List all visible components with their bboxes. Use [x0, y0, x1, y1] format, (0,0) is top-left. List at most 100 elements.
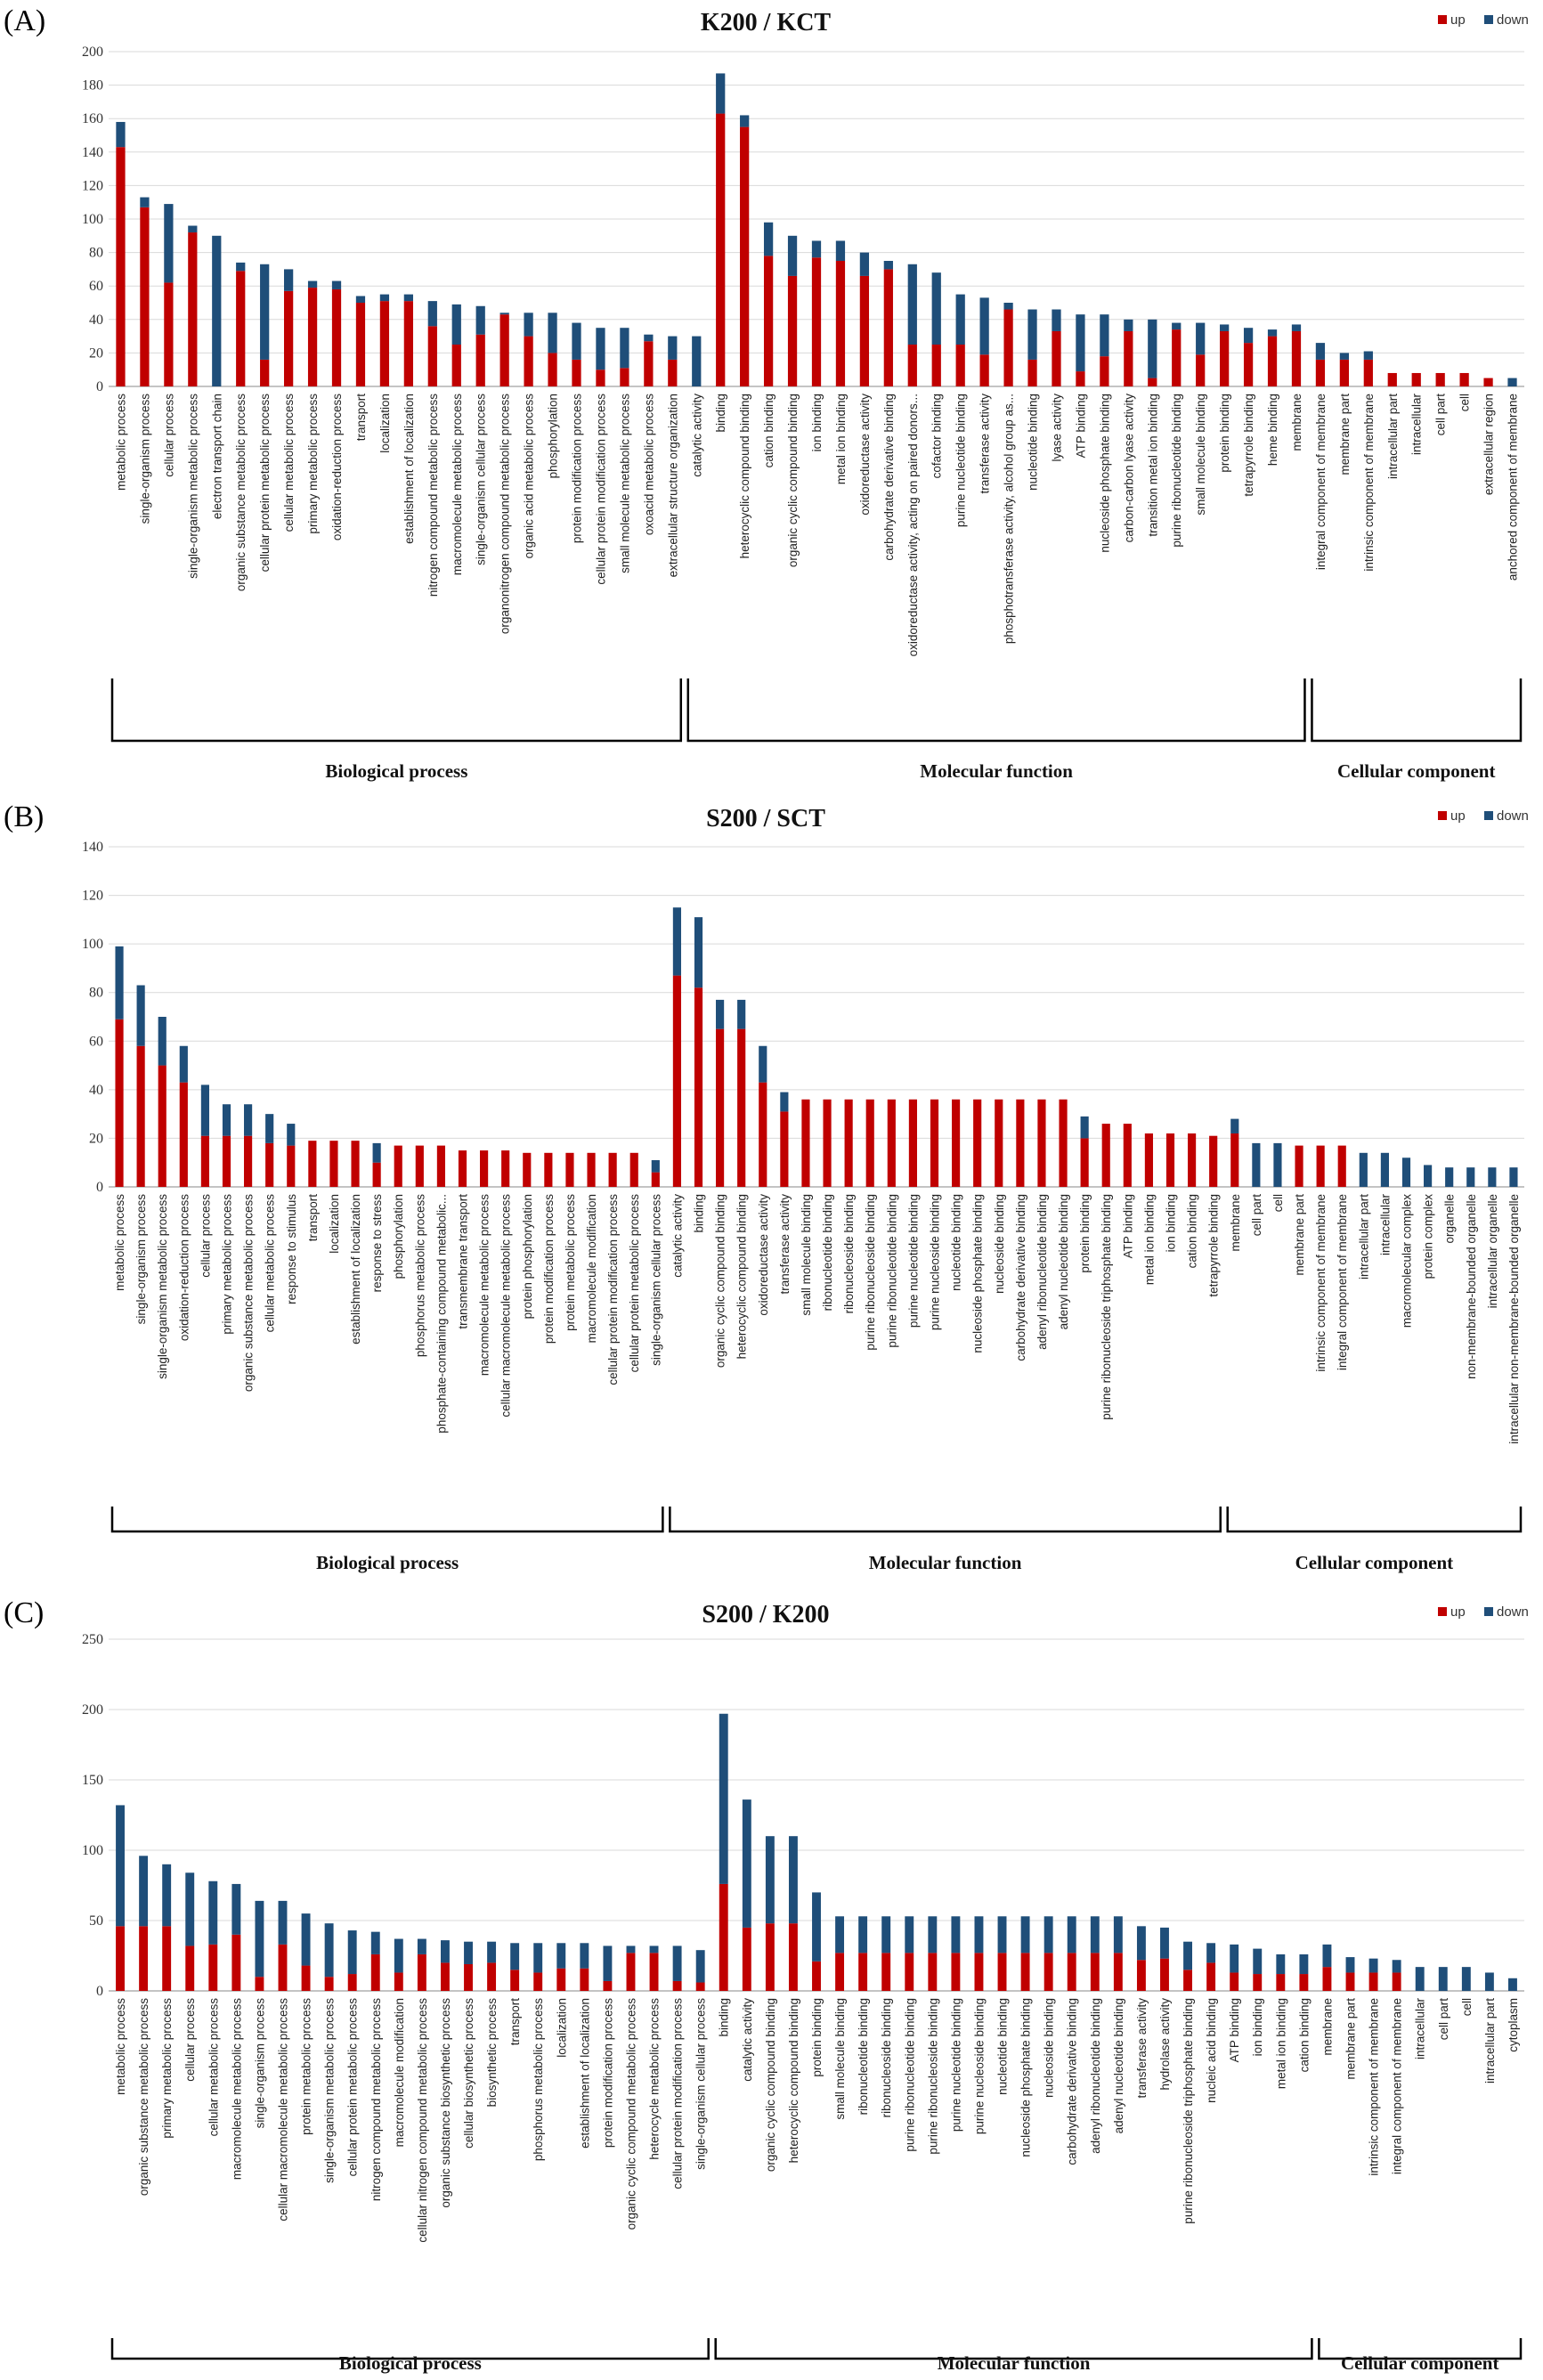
x-tick-label: nucleotide binding — [996, 1998, 1010, 2095]
bar-down-12 — [394, 1938, 403, 1973]
bar-up-34 — [844, 1099, 853, 1187]
bar-up-2 — [158, 1065, 166, 1187]
bar-down-52 — [1322, 1944, 1332, 1968]
bar-down-23 — [649, 1945, 659, 1954]
x-tick-label: purine ribonucleotide binding — [885, 1194, 898, 1348]
bar-up-30 — [759, 1082, 767, 1187]
bar-down-46 — [1220, 324, 1230, 331]
x-tick-label: ATP binding — [1228, 1998, 1241, 2062]
bar-up-27 — [694, 987, 703, 1187]
x-tick-label: cellular protein modification process — [606, 1194, 620, 1385]
x-tick-label: primary metabolic process — [160, 1998, 174, 2139]
bar-down-24 — [692, 336, 702, 386]
x-tick-label: cellular process — [183, 1998, 197, 2082]
bar-up-13 — [394, 1145, 402, 1187]
bar-down-10 — [355, 296, 366, 303]
bar-up-23 — [608, 1152, 617, 1187]
bar-down-28 — [765, 1836, 775, 1924]
x-tick-label: carbon-carbon lyase activity — [1122, 394, 1135, 543]
bar-up-29 — [788, 1923, 798, 1991]
legend-label-down: down — [1497, 1604, 1529, 1620]
bar-up-34 — [905, 1953, 914, 1991]
x-tick-label: protein modification process — [601, 1998, 614, 2148]
bar-up-24 — [629, 1152, 638, 1187]
x-tick-label: cellular macromolecule metabolic process — [499, 1194, 513, 1417]
bar-up-49 — [1291, 330, 1302, 386]
bar-down-52 — [1230, 1118, 1239, 1133]
bar-up-39 — [1020, 1953, 1030, 1991]
bar-down-27 — [742, 1799, 751, 1928]
bar-up-31 — [859, 275, 870, 386]
y-tick-label: 60 — [89, 1034, 103, 1049]
x-tick-label: metal ion binding — [1274, 1998, 1287, 2089]
x-tick-label: cellular nitrogen compound metabolic pro… — [416, 1998, 429, 2243]
x-tick-label: macromolecule metabolic process — [478, 1194, 491, 1376]
group-bracket-2 — [1226, 1507, 1523, 1533]
x-tick-label: membrane part — [1344, 1998, 1358, 2080]
bar-down-30 — [812, 1892, 821, 1962]
x-tick-label: carbohydrate derivative binding — [882, 394, 896, 561]
y-tick-label: 80 — [89, 986, 103, 1001]
bar-down-57 — [1438, 1967, 1448, 1991]
bar-down-48 — [1230, 1944, 1239, 1973]
bar-up-17 — [524, 336, 533, 386]
x-tick-label: protein metabolic process — [300, 1998, 313, 2135]
x-tick-label: single-organism metabolic process — [156, 1194, 169, 1379]
y-tick-label: 100 — [82, 212, 103, 227]
bar-up-36 — [979, 354, 989, 386]
x-tick-label: organic cyclic compound binding — [714, 1194, 727, 1368]
x-tick-label: small molecule metabolic process — [618, 394, 631, 573]
x-tick-label: purine ribonucleotide binding — [1170, 394, 1183, 548]
legend-swatch-up — [1438, 811, 1447, 820]
bar-down-19 — [556, 1943, 566, 1969]
x-tick-label: metal ion binding — [1142, 1194, 1156, 1285]
x-tick-label: intracellular — [1410, 393, 1424, 455]
y-tick-label: 40 — [89, 1083, 103, 1098]
bar-down-8 — [301, 1913, 311, 1966]
bar-up-2 — [162, 1926, 172, 1991]
x-tick-label: macromolecular complex — [1401, 1194, 1414, 1328]
x-tick-label: single-organism process — [134, 1194, 148, 1325]
bar-up-41 — [1067, 1953, 1076, 1991]
x-tick-label: catalytic activity — [670, 1194, 684, 1278]
bar-down-22 — [644, 334, 654, 342]
panel-label: (C) — [4, 1596, 44, 1629]
x-tick-label: hydrolase activity — [1158, 1998, 1172, 2091]
bar-up-48 — [1144, 1133, 1153, 1187]
y-tick-label: 0 — [96, 379, 103, 394]
bar-down-8 — [287, 1124, 296, 1146]
bar-down-39 — [1020, 1916, 1030, 1954]
bar-up-6 — [255, 1977, 264, 1991]
x-tick-label: cation binding — [762, 394, 776, 467]
bar-up-11 — [351, 1141, 360, 1187]
bar-up-32 — [858, 1953, 868, 1991]
bar-down-25 — [651, 1159, 660, 1173]
bar-up-52 — [1363, 359, 1373, 386]
x-tick-label: single-organism metabolic process — [186, 394, 199, 579]
y-tick-label: 20 — [89, 345, 103, 361]
x-tick-label: intracellular organelle — [1486, 1194, 1499, 1308]
x-tick-label: cation binding — [1186, 1194, 1199, 1268]
x-tick-label: biosynthetic process — [485, 1998, 499, 2108]
x-tick-label: macromolecule modification — [393, 1998, 406, 2147]
bar-down-8 — [307, 280, 318, 288]
bar-up-25 — [695, 1982, 705, 1991]
bar-down-37 — [974, 1916, 984, 1954]
x-tick-label: transport — [508, 1998, 522, 2046]
x-tick-label: metabolic process — [114, 394, 127, 491]
bar-up-50 — [1315, 359, 1326, 386]
x-tick-label: membrane part — [1338, 394, 1352, 475]
x-tick-label: binding — [693, 1194, 706, 1233]
chart-panel-0: (A) K200 / KCT up down 0 20 40 60 80 100 120 140 160… — [4, 4, 1529, 782]
bar-up-1 — [136, 1045, 145, 1187]
bar-down-64 — [1488, 1167, 1497, 1187]
x-tick-label: purine nucleotide binding — [949, 1998, 962, 2132]
x-tick-label: purine ribonucleotide binding — [903, 1998, 916, 2152]
x-tick-label: nitrogen compound metabolic process — [370, 1998, 383, 2201]
bar-up-6 — [244, 1135, 253, 1187]
bar-down-41 — [1100, 314, 1109, 357]
x-tick-label: single-organism cellular process — [475, 394, 488, 565]
bar-up-49 — [1165, 1133, 1175, 1187]
